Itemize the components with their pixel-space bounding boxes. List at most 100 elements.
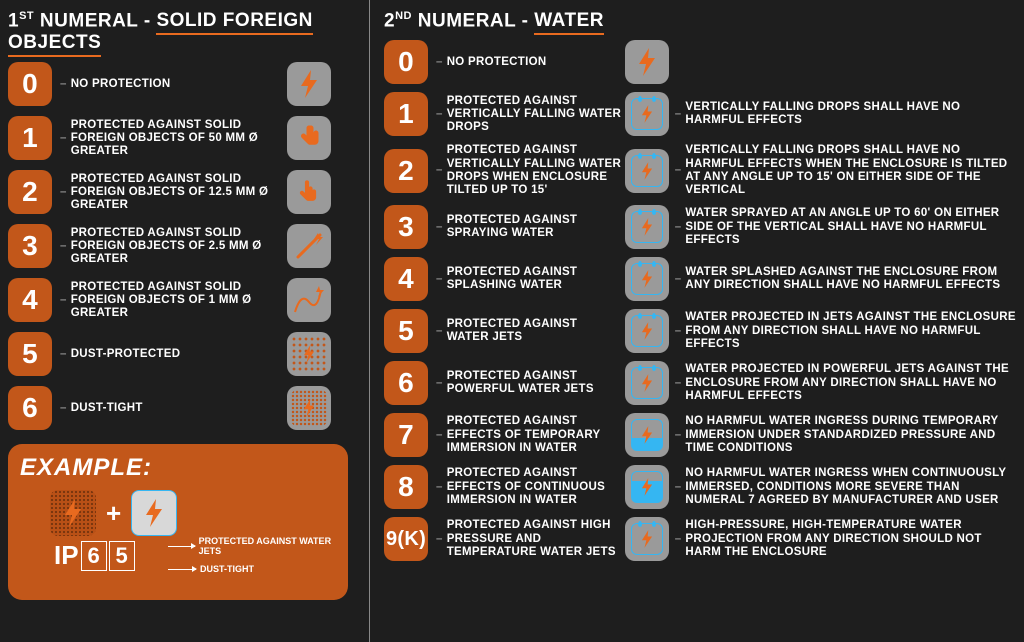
- rating-row: 4–PROTECTED AGAINST SPLASHING WATER–WATE…: [384, 257, 1016, 301]
- water-icon: [625, 205, 669, 249]
- heading-num: 2: [384, 10, 395, 31]
- dust-texture: [291, 336, 327, 372]
- water-icon: [625, 92, 669, 136]
- rating-description: DUST-PROTECTED: [71, 348, 283, 361]
- heading-ord: ST: [19, 10, 34, 22]
- arrow-label: DUST-TIGHT: [200, 564, 254, 574]
- water-icon: [625, 257, 669, 301]
- rating-number: 5: [384, 309, 428, 353]
- dash: –: [60, 78, 67, 91]
- water-outline: [631, 523, 663, 555]
- rating-detail: NO HARMFUL WATER INGRESS WHEN CONTINUOUS…: [685, 467, 1016, 507]
- rating-description: PROTECTED AGAINST SOLID FOREIGN OBJECTS …: [71, 173, 283, 213]
- dash: –: [60, 402, 67, 415]
- second-numeral-rows: 0–NO PROTECTION1–PROTECTED AGAINST VERTI…: [384, 40, 1016, 561]
- dash: –: [675, 377, 682, 390]
- dash: –: [436, 377, 443, 390]
- water-icon: [625, 361, 669, 405]
- bolt-icon: [287, 62, 331, 106]
- rating-number: 4: [384, 257, 428, 301]
- rating-description: PROTECTED AGAINST VERTICALLY FALLING WAT…: [447, 144, 623, 197]
- dash: –: [60, 240, 67, 253]
- rating-detail: WATER SPLASHED AGAINST THE ENCLOSURE FRO…: [685, 266, 1016, 292]
- rating-detail: WATER SPRAYED AT AN ANGLE UP TO 60' ON E…: [685, 207, 1016, 247]
- rating-description: NO PROTECTION: [71, 78, 283, 91]
- rating-description: PROTECTED AGAINST VERTICALLY FALLING WAT…: [447, 95, 623, 135]
- rating-description: PROTECTED AGAINST POWERFUL WATER JETS: [447, 370, 623, 396]
- rating-row: 1–PROTECTED AGAINST VERTICALLY FALLING W…: [384, 92, 1016, 136]
- water-outline: [631, 211, 663, 243]
- arrow-label: PROTECTED AGAINST WATER JETS: [199, 536, 348, 556]
- example-arrows: PROTECTED AGAINST WATER JETS DUST-TIGHT: [168, 536, 348, 582]
- dash: –: [675, 481, 682, 494]
- first-numeral-column: 1ST NUMERAL - SOLID FOREIGN OBJECTS 0–NO…: [0, 0, 370, 642]
- rating-description: PROTECTED AGAINST SOLID FOREIGN OBJECTS …: [71, 119, 283, 159]
- dash: –: [675, 429, 682, 442]
- example-title: EXAMPLE:: [20, 454, 336, 482]
- rating-description: NO PROTECTION: [447, 56, 623, 69]
- rating-row: 3–PROTECTED AGAINST SPRAYING WATER–WATER…: [384, 205, 1016, 249]
- rating-detail: WATER PROJECTED IN JETS AGAINST THE ENCL…: [685, 311, 1016, 351]
- rating-detail: NO HARMFUL WATER INGRESS DURING TEMPORAR…: [685, 415, 1016, 455]
- rating-detail: VERTICALLY FALLING DROPS SHALL HAVE NO H…: [685, 101, 1016, 127]
- rating-number: 1: [384, 92, 428, 136]
- rating-row: 6–PROTECTED AGAINST POWERFUL WATER JETS–…: [384, 361, 1016, 405]
- dash: –: [675, 221, 682, 234]
- rating-number: 0: [8, 62, 52, 106]
- arrow-dust-tight: DUST-TIGHT: [168, 564, 348, 574]
- ip-digit-1: 6: [81, 541, 107, 571]
- example-icons: +: [50, 490, 336, 536]
- dust-dense-icon: [287, 386, 331, 430]
- rating-row: 7–PROTECTED AGAINST EFFECTS OF TEMPORARY…: [384, 413, 1016, 457]
- second-numeral-column: 2ND NUMERAL - WATER 0–NO PROTECTION1–PRO…: [370, 0, 1024, 642]
- rating-description: PROTECTED AGAINST SOLID FOREIGN OBJECTS …: [71, 281, 283, 321]
- plus-icon: +: [106, 498, 121, 529]
- heading-num: 1: [8, 10, 19, 31]
- dash: –: [60, 294, 67, 307]
- rating-description: PROTECTED AGAINST EFFECTS OF CONTINUOUS …: [447, 467, 623, 507]
- dash: –: [436, 56, 443, 69]
- rating-row: 8–PROTECTED AGAINST EFFECTS OF CONTINUOU…: [384, 465, 1016, 509]
- rating-description: PROTECTED AGAINST HIGH PRESSURE AND TEMP…: [447, 519, 623, 559]
- dash: –: [436, 273, 443, 286]
- rating-number: 2: [384, 149, 428, 193]
- second-numeral-heading: 2ND NUMERAL - WATER: [384, 10, 1016, 32]
- rating-row: 5–PROTECTED AGAINST WATER JETS–WATER PRO…: [384, 309, 1016, 353]
- rating-row: 6–DUST-TIGHT: [8, 386, 361, 430]
- dash: –: [60, 186, 67, 199]
- rating-number: 3: [384, 205, 428, 249]
- tool-icon: [287, 224, 331, 268]
- heading-ord: ND: [395, 10, 412, 22]
- water-icon: [625, 517, 669, 561]
- water-icon: [625, 149, 669, 193]
- rating-detail: VERTICALLY FALLING DROPS SHALL HAVE NO H…: [685, 144, 1016, 197]
- dash: –: [436, 481, 443, 494]
- rating-row: 0–NO PROTECTION: [384, 40, 1016, 84]
- heading-word: NUMERAL: [418, 10, 516, 31]
- rating-row: 3–PROTECTED AGAINST SOLID FOREIGN OBJECT…: [8, 224, 361, 268]
- rating-row: 2–PROTECTED AGAINST SOLID FOREIGN OBJECT…: [8, 170, 361, 214]
- water-outline: [631, 471, 663, 503]
- rating-number: 5: [8, 332, 52, 376]
- water-outline: [631, 315, 663, 347]
- dash: –: [675, 164, 682, 177]
- rating-description: PROTECTED AGAINST WATER JETS: [447, 318, 623, 344]
- dash: –: [436, 429, 443, 442]
- rating-description: DUST-TIGHT: [71, 402, 283, 415]
- rating-row: 0–NO PROTECTION: [8, 62, 361, 106]
- dash: –: [436, 108, 443, 121]
- rating-description: PROTECTED AGAINST SPRAYING WATER: [447, 214, 623, 240]
- wire-icon: [287, 278, 331, 322]
- water-half-icon: [625, 413, 669, 457]
- rating-number: 8: [384, 465, 428, 509]
- dash: –: [436, 533, 443, 546]
- example-water-icon: [131, 490, 177, 536]
- heading-underlined: WATER: [534, 10, 604, 35]
- dash: –: [675, 108, 682, 121]
- rating-row: 2 – PROTECTED AGAINST VERTICALLY FALLING W…: [384, 144, 1016, 197]
- example-dust-icon: [50, 490, 96, 536]
- rating-description: PROTECTED AGAINST EFFECTS OF TEMPORARY I…: [447, 415, 623, 455]
- hand-icon: [287, 116, 331, 160]
- rating-number: 1: [8, 116, 52, 160]
- water-outline: [631, 155, 663, 187]
